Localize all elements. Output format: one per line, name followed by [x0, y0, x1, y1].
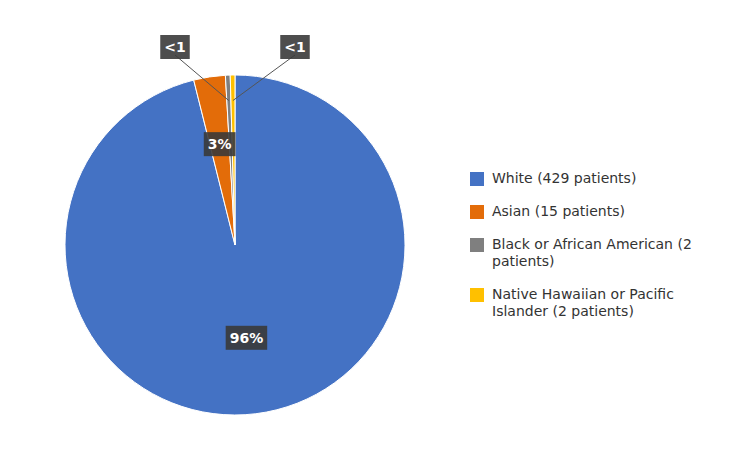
legend-entry-line: Native Hawaiian or Pacific: [492, 286, 674, 302]
data-label-bg: [160, 35, 189, 59]
legend-entry-line: Black or African American (2: [492, 236, 692, 252]
legend: White (429 patients) Asian (15 patients) B…: [470, 170, 692, 319]
legend-swatch: [470, 238, 484, 252]
legend-swatch: [470, 205, 484, 219]
pie-slice: [65, 75, 405, 415]
legend-entry-line: White (429 patients): [492, 170, 636, 186]
legend-entry: White (429 patients): [492, 170, 636, 186]
slices: [65, 75, 405, 415]
data-label: 96%: [230, 330, 264, 346]
chart: 96% 3% <1 <1 White (429 patients) Asian (15 p…: [0, 0, 751, 451]
data-label: 3%: [208, 136, 232, 152]
legend-swatch: [470, 288, 484, 302]
leader-line: [175, 55, 229, 101]
pie-slice: [194, 75, 235, 245]
data-label-bg: [280, 35, 309, 59]
legend-swatch: [470, 172, 484, 186]
data-label: <1: [164, 39, 185, 55]
legend-entry: Native Hawaiian or PacificIslander (2 pa…: [492, 286, 674, 319]
data-label: <1: [284, 39, 305, 55]
data-label-group: 96%: [226, 326, 268, 350]
pie-slice: [230, 75, 235, 245]
data-label-bg: [204, 132, 236, 156]
leader-line: [233, 55, 295, 101]
legend-entry: Black or African American (2patients): [492, 236, 692, 269]
legend-entry-line: Islander (2 patients): [492, 303, 634, 319]
data-labels: 96% 3% <1 <1: [160, 35, 309, 350]
legend-entry: Asian (15 patients): [492, 203, 625, 219]
data-label-group: <1: [160, 35, 189, 59]
data-label-bg: [226, 326, 268, 350]
legend-entry-line: patients): [492, 253, 555, 269]
data-label-group: 3%: [204, 132, 236, 156]
legend-entry-line: Asian (15 patients): [492, 203, 625, 219]
data-label-group: <1: [280, 35, 309, 59]
